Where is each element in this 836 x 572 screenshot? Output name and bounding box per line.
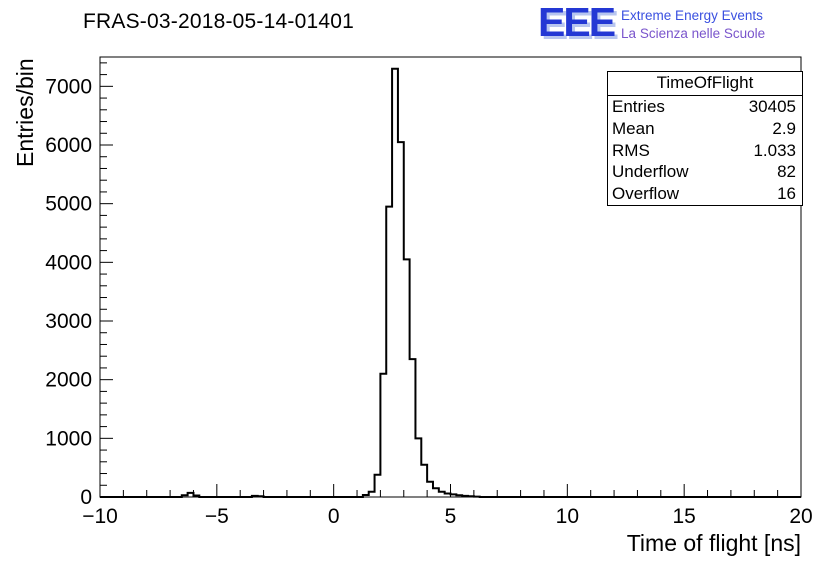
stats-label: Mean <box>612 118 655 138</box>
y-tick-label: 5000 <box>45 193 92 216</box>
x-tick-label: 5 <box>445 505 457 528</box>
y-axis-label: Entries/bin <box>12 58 38 167</box>
stats-box: TimeOfFlight Entries 30405 Mean 2.9 RMS … <box>607 71 803 206</box>
y-tick-label: 3000 <box>45 310 92 333</box>
x-tick-label: 0 <box>328 505 340 528</box>
y-tick-label: 7000 <box>45 75 92 98</box>
x-tick-label: 15 <box>672 505 695 528</box>
y-tick-label: 4000 <box>45 251 92 274</box>
y-tick-label: 6000 <box>45 134 92 157</box>
stats-value: 1.033 <box>753 140 796 160</box>
stats-value: 2.9 <box>772 118 796 138</box>
logo-tagline-1: Extreme Energy Events <box>621 8 763 23</box>
page-title: FRAS-03-2018-05-14-01401 <box>83 10 354 33</box>
x-tick-label: −10 <box>82 505 118 528</box>
x-axis-label: Time of flight [ns] <box>626 530 801 556</box>
stats-value: 82 <box>777 162 796 182</box>
stats-label: Entries <box>612 97 665 116</box>
stats-value: 16 <box>777 184 796 204</box>
stats-row-mean: Mean 2.9 <box>608 118 802 140</box>
stats-value: 30405 <box>748 97 796 116</box>
y-tick-label: 1000 <box>45 427 92 450</box>
histogram-line <box>100 67 801 498</box>
x-tick-label: 10 <box>556 505 579 528</box>
eee-logo-text: EEE <box>538 0 616 45</box>
stats-label: Overflow <box>612 184 680 204</box>
eee-logo-taglines: Extreme Energy Events La Scienza nelle S… <box>621 3 765 42</box>
stats-row-overflow: Overflow 16 <box>608 183 802 205</box>
stats-title: TimeOfFlight <box>608 72 802 96</box>
stats-label: Underflow <box>612 162 689 182</box>
y-tick-label: 0 <box>80 486 92 509</box>
stats-row-entries: Entries 30405 <box>608 96 802 118</box>
x-tick-label: 20 <box>789 505 812 528</box>
y-tick-label: 2000 <box>45 369 92 392</box>
stats-row-rms: RMS 1.033 <box>608 140 802 162</box>
stats-label: RMS <box>612 140 650 160</box>
x-tick-label: −5 <box>205 505 229 528</box>
stats-row-underflow: Underflow 82 <box>608 161 802 183</box>
eee-logo: EEE Extreme Energy Events La Scienza nel… <box>538 0 765 45</box>
logo-tagline-2: La Scienza nelle Scuole <box>621 25 766 41</box>
